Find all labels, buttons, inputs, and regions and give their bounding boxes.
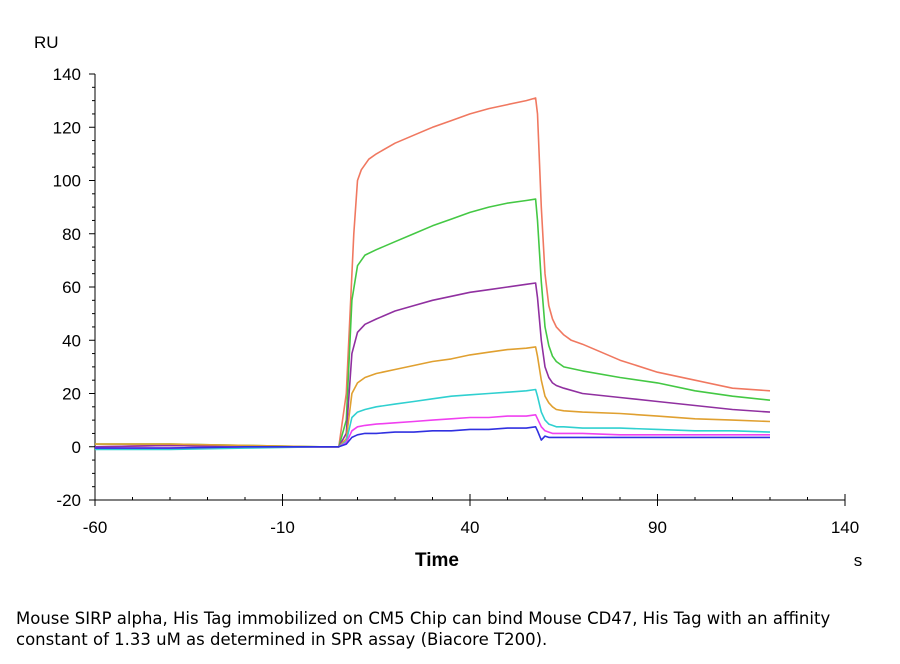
- y-tick-label: -20: [56, 491, 81, 510]
- x-tick-label: 90: [648, 518, 667, 537]
- y-tick-label: 80: [62, 225, 81, 244]
- x-axis-title: Time: [415, 550, 459, 571]
- y-tick-label: 60: [62, 278, 81, 297]
- series-line-5: [95, 388, 771, 451]
- y-tick-label: 40: [62, 331, 81, 350]
- figure-caption: Mouse SIRP alpha, His Tag immobilized on…: [16, 609, 831, 649]
- series-line-1: [94, 97, 771, 448]
- x-tick-label: 140: [831, 518, 859, 537]
- plot-lines: [94, 97, 771, 451]
- x-tick-label: -10: [270, 518, 295, 537]
- series-line-7: [95, 425, 770, 449]
- series-line-2: [95, 198, 771, 448]
- y-axis-label: RU: [34, 33, 59, 52]
- series-line-6: [95, 413, 770, 449]
- y-tick-label: 120: [53, 118, 81, 137]
- x-axis: -60 -10 40 90 140: [83, 494, 859, 537]
- x-axis-unit: s: [854, 551, 863, 570]
- spr-sensorgram-chart: RU -20 0 20 40 60 80 100 120 140 -60 -10 40 90 140 T…: [34, 33, 863, 571]
- series-line-4: [95, 346, 771, 448]
- y-tick-label: 140: [53, 65, 81, 84]
- y-axis: -20 0 20 40 60 80 100 120 140: [53, 65, 96, 510]
- series-line-3: [94, 282, 771, 448]
- y-tick-label: 0: [72, 438, 81, 457]
- y-tick-label: 100: [53, 172, 81, 191]
- x-tick-label: 40: [461, 518, 480, 537]
- y-tick-label: 20: [62, 385, 81, 404]
- x-tick-label: -60: [83, 518, 108, 537]
